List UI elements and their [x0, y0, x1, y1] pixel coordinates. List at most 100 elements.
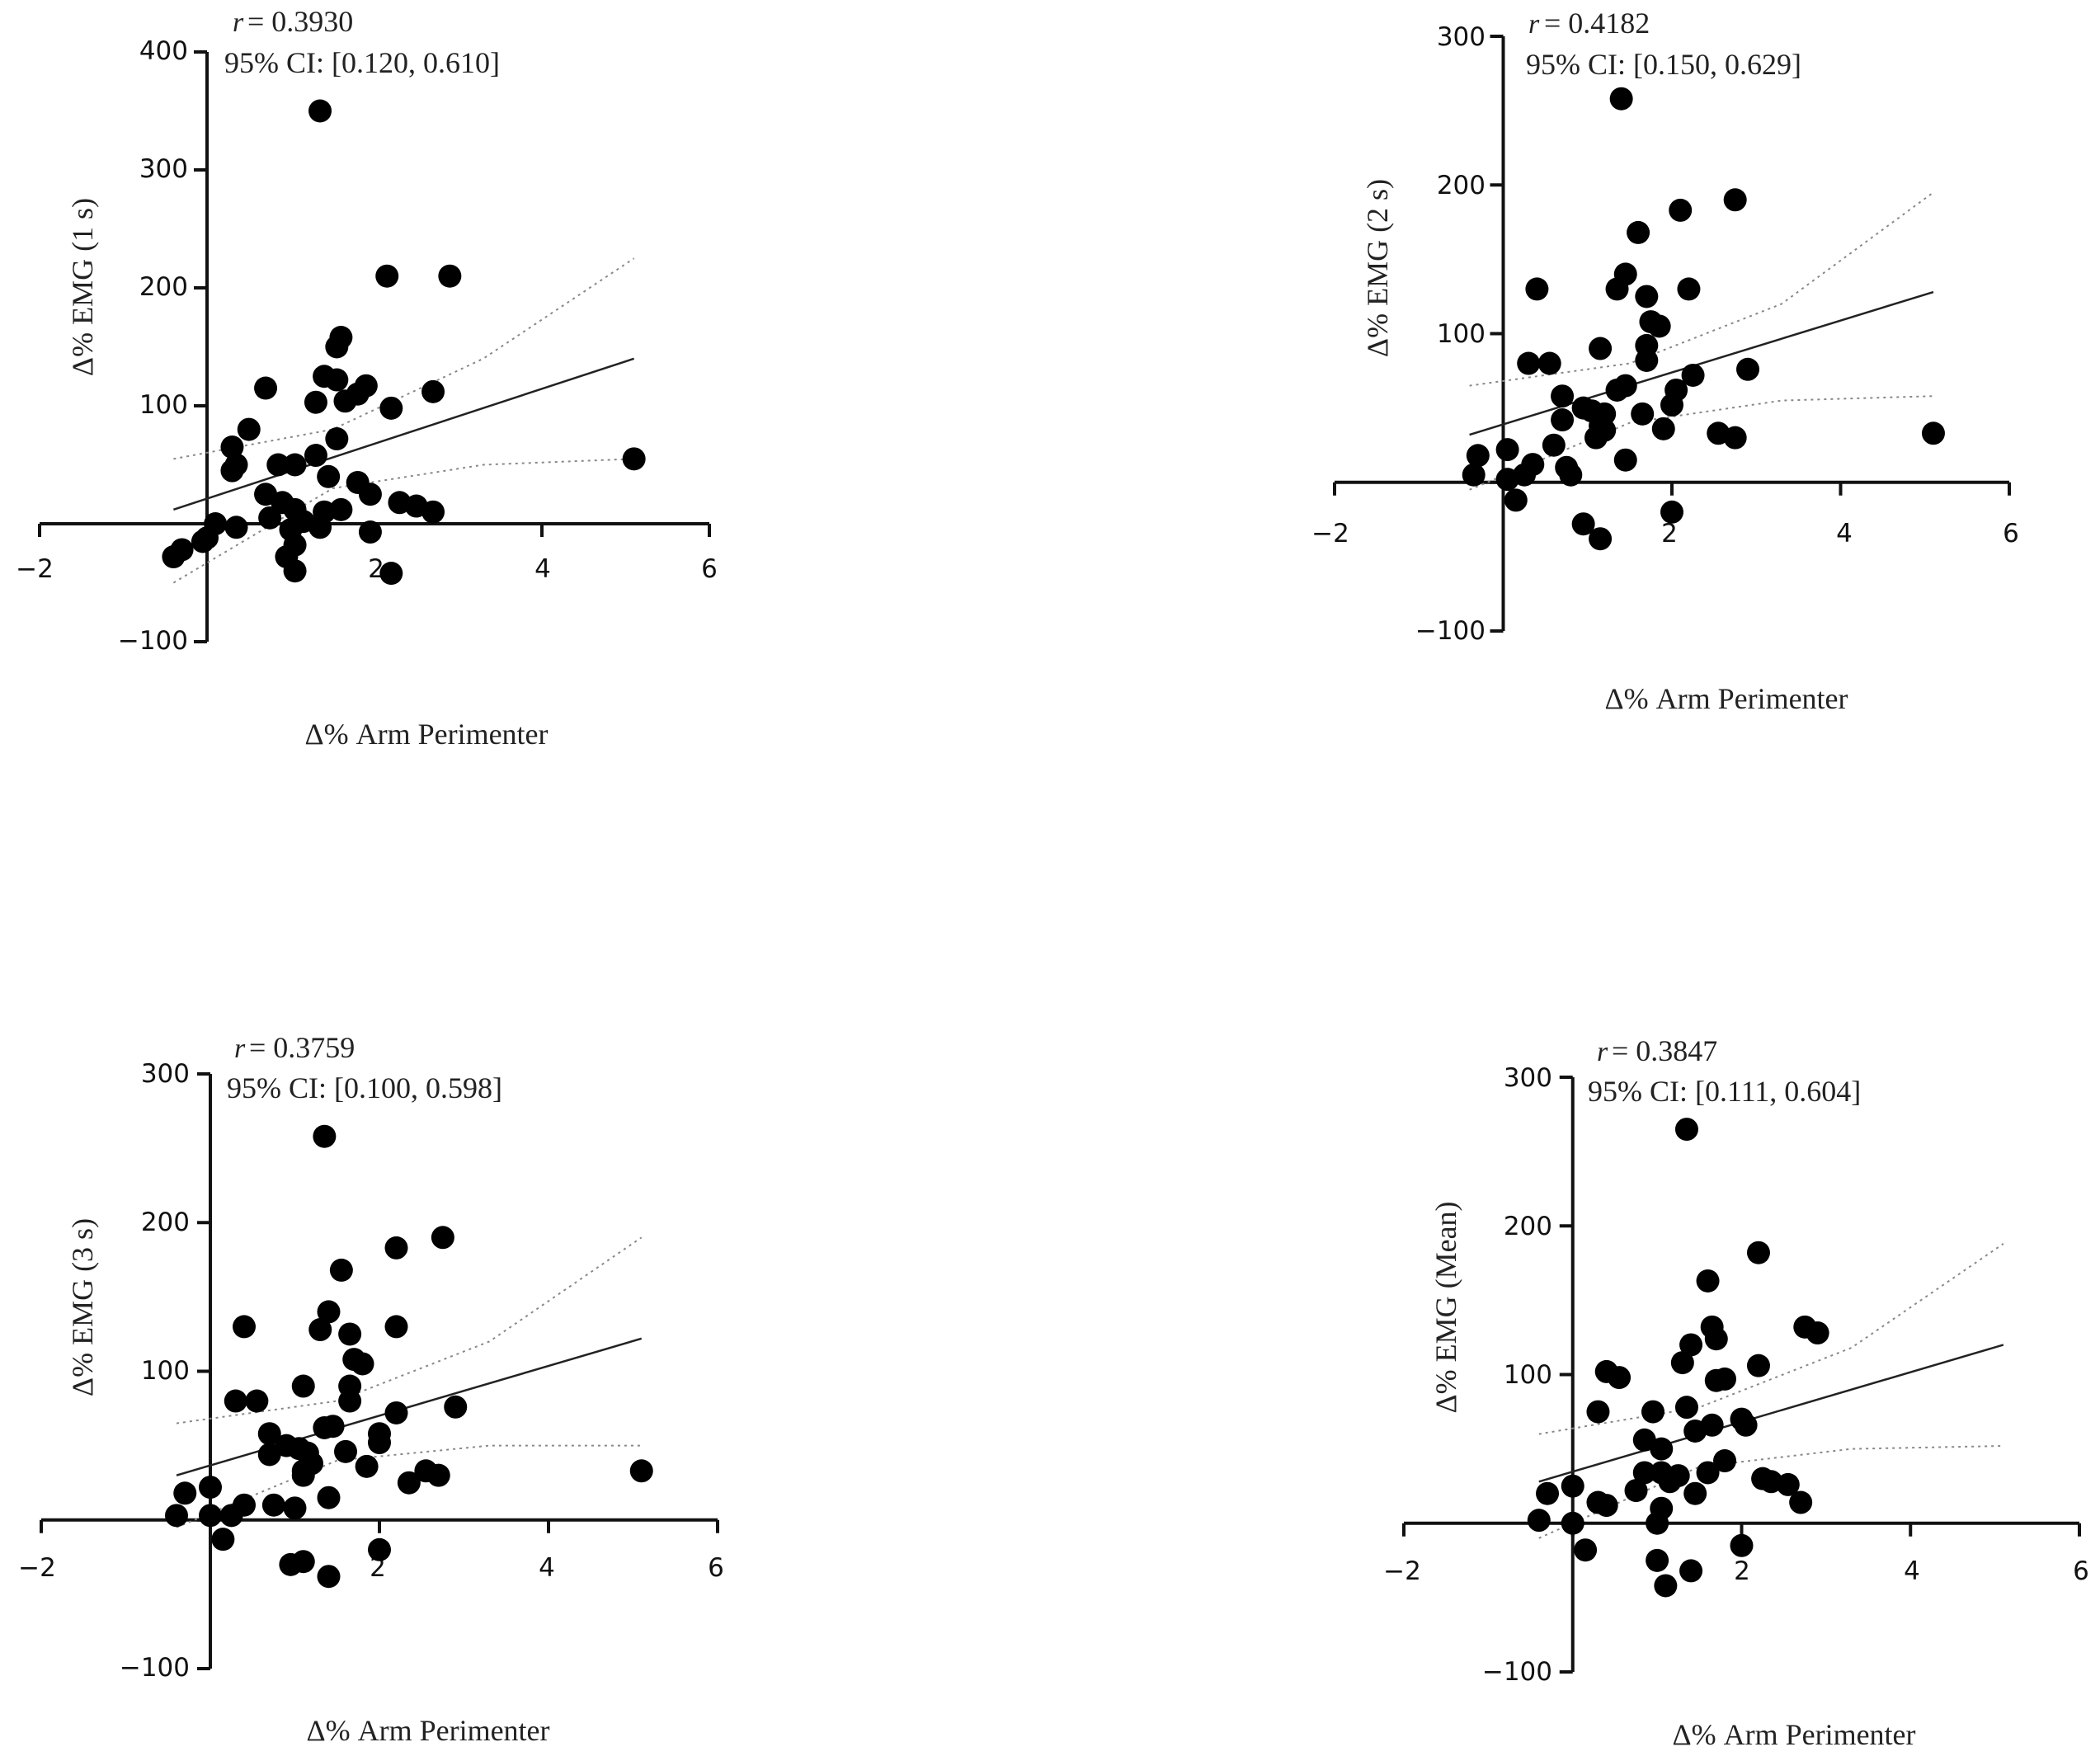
data-point [313, 1415, 337, 1439]
confidence-bands [1469, 191, 1934, 491]
data-point [1517, 351, 1541, 375]
x-tick-label: 4 [1904, 1556, 1920, 1586]
data-point [283, 559, 307, 583]
data-point [384, 1236, 408, 1260]
ci-lower-band [1469, 395, 1934, 491]
y-tick-label: 200 [141, 1208, 190, 1237]
regression-line [176, 1337, 643, 1476]
data-point [1683, 1481, 1707, 1505]
data-point [1669, 198, 1693, 222]
data-point [1660, 393, 1683, 417]
data-point [338, 1389, 362, 1413]
data-point [1679, 1333, 1703, 1357]
data-point [308, 99, 332, 123]
data-point [1559, 463, 1583, 487]
data-point [438, 264, 462, 288]
data-point [1589, 527, 1613, 551]
confidence-bands [1538, 1243, 2004, 1539]
data-point [333, 389, 357, 413]
data-point [325, 427, 349, 451]
data-point [317, 1565, 341, 1589]
data-point [421, 379, 445, 403]
x-axis-title: Δ% Arm Perimenter [306, 1714, 549, 1747]
data-point [1696, 1269, 1720, 1292]
data-point [1584, 426, 1608, 450]
data-point [325, 368, 349, 392]
scatter-plot-mean: r = 0.3847 95% CI: [0.111, 0.604] Δ% EMG… [1383, 1034, 2089, 1751]
r-value: = 0.3930 [247, 5, 353, 38]
r-label: r [234, 1034, 246, 1064]
data-point [191, 530, 214, 553]
r-label: r [1528, 9, 1540, 40]
tick-labels: −2 2 4 6 400 300 200 100 −100 [16, 36, 718, 656]
data-point [379, 562, 403, 586]
data-point [397, 1471, 421, 1495]
data-point [1574, 1538, 1598, 1562]
data-point [1776, 1472, 1800, 1496]
data-point [1561, 1474, 1584, 1498]
data-point [325, 335, 349, 359]
data-point [1613, 448, 1637, 472]
data-point [368, 1431, 391, 1455]
regression-line-segment [1469, 290, 1934, 436]
data-point [1527, 1509, 1551, 1533]
data-point [1734, 1413, 1758, 1437]
y-tick-label: 200 [1437, 171, 1486, 200]
y-tick-label: 200 [139, 272, 188, 302]
data-point [1674, 1118, 1698, 1142]
x-axis-title: Δ% Arm Perimenter [1672, 1718, 1915, 1751]
data-point [233, 1315, 256, 1339]
data-points [162, 99, 646, 586]
x-tick-label: 6 [701, 554, 718, 584]
x-tick-label: 6 [708, 1553, 724, 1583]
y-tick-label: 300 [1504, 1063, 1552, 1093]
ci-annotation: 95% CI: [0.120, 0.610] [224, 46, 500, 79]
regression-line-segment [176, 1337, 643, 1476]
data-point [1679, 1559, 1703, 1583]
x-axis-title: Δ% Arm Perimenter [304, 718, 548, 751]
data-point [1525, 277, 1549, 301]
data-point [358, 520, 382, 544]
data-point [266, 453, 290, 477]
data-point [1713, 1449, 1737, 1473]
data-point [1608, 1366, 1632, 1390]
ci-lower-band [176, 1444, 642, 1528]
regression-line [1538, 1344, 2004, 1483]
data-point [220, 459, 244, 483]
ci-lower-band [1538, 1445, 2003, 1539]
y-tick-label: 100 [139, 390, 188, 420]
data-point [1677, 277, 1701, 301]
x-tick-label: 6 [2073, 1556, 2089, 1586]
data-point [308, 516, 332, 539]
data-point [211, 1528, 235, 1551]
r-value: = 0.3759 [249, 1031, 355, 1064]
ci-annotation: 95% CI: [0.100, 0.598] [227, 1071, 502, 1104]
ci-annotation: 95% CI: [0.111, 0.604] [1588, 1075, 1861, 1108]
data-point [220, 436, 244, 459]
data-point [317, 464, 341, 488]
regression-line [1469, 290, 1934, 436]
data-point [368, 1537, 391, 1561]
r-value: = 0.3847 [1612, 1034, 1717, 1067]
data-point [1806, 1321, 1829, 1345]
y-tick-label: 300 [139, 154, 188, 184]
scatter-plot-3s: r = 0.3759 95% CI: [0.100, 0.598] Δ% EMG… [18, 1031, 724, 1747]
data-points [1527, 1118, 1829, 1598]
y-tick-label: −100 [1415, 616, 1486, 646]
data-point [1624, 1479, 1648, 1503]
data-point [1651, 417, 1675, 440]
scatter-plot-2s: r = 0.4182 95% CI: [0.150, 0.629] Δ% EMG… [1311, 7, 2019, 715]
x-tick-label: −2 [16, 554, 54, 584]
y-tick-label: 100 [1437, 319, 1486, 349]
data-point [1646, 1548, 1669, 1572]
x-tick-label: −2 [18, 1553, 56, 1583]
y-tick-label: 300 [141, 1059, 190, 1089]
data-point [1746, 1241, 1770, 1264]
data-point [1462, 463, 1486, 487]
data-point [1723, 188, 1747, 212]
data-point [334, 1439, 357, 1463]
data-points [1462, 87, 1945, 551]
x-tick-label: 4 [534, 554, 551, 584]
data-point [375, 264, 399, 288]
